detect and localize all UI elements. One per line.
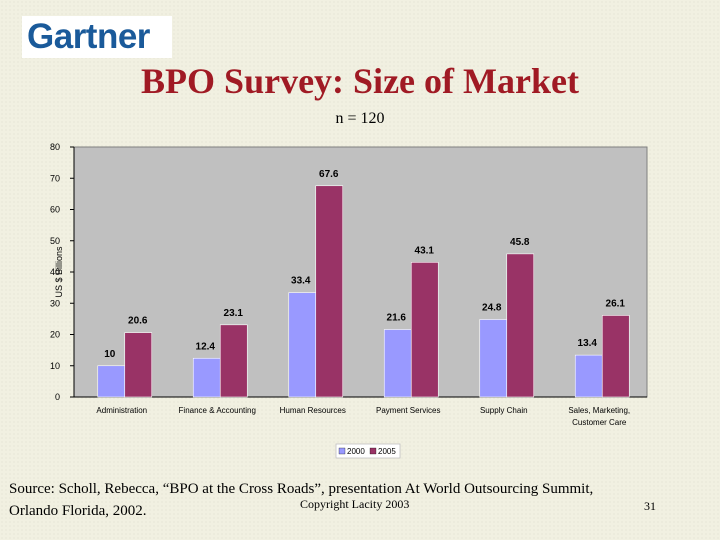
y-tick-label: 60: [50, 205, 60, 215]
bar-2005-2: [315, 185, 344, 398]
bar-2005-5: [601, 315, 630, 398]
bar-2000-1: [192, 357, 221, 398]
y-tick-label: 70: [50, 173, 60, 183]
legend-label: 2005: [378, 447, 396, 456]
x-tick-label: Supply Chain: [480, 406, 528, 415]
legend-swatch-2000: [338, 447, 346, 455]
y-tick-label: 50: [50, 236, 60, 246]
source-line-1: Source: Scholl, Rebecca, “BPO at the Cro…: [9, 481, 594, 497]
y-tick-label: 40: [50, 267, 60, 277]
sample-size-label: n = 120: [335, 110, 385, 127]
data-label: 24.8: [482, 303, 502, 314]
source-line-2: Orlando Florida, 2002.: [9, 503, 147, 519]
legend-swatch-2005: [369, 447, 377, 455]
legend-label: 2000: [347, 447, 365, 456]
plot-area: [73, 146, 648, 398]
data-label: 20.6: [128, 316, 148, 327]
x-tick-label: Customer Care: [572, 418, 627, 427]
y-tick-label: 80: [50, 142, 60, 152]
bar-2005-1: [219, 324, 248, 398]
bar-2005-4: [506, 253, 535, 398]
data-label: 21.6: [387, 313, 407, 324]
data-label: 33.4: [291, 276, 311, 287]
data-label: 23.1: [224, 308, 244, 319]
data-label: 45.8: [510, 237, 530, 248]
x-tick-label: Human Resources: [280, 406, 346, 415]
page-number: 31: [644, 499, 656, 513]
bar-2000-3: [383, 329, 412, 398]
y-tick-label: 10: [50, 361, 60, 371]
data-label: 67.6: [319, 169, 339, 180]
bar-2005-0: [124, 332, 153, 398]
slide-title: BPO Survey: Size of Market: [141, 61, 579, 101]
bar-2000-4: [479, 319, 508, 398]
y-tick-label: 20: [50, 330, 60, 340]
data-label: 10: [104, 349, 116, 360]
data-label: 26.1: [606, 298, 626, 309]
data-label: 43.1: [415, 245, 435, 256]
logo-text: Gartner: [27, 17, 150, 56]
x-tick-label: Payment Services: [376, 406, 440, 415]
x-tick-label: Sales, Marketing,: [568, 406, 630, 415]
bar-2000-0: [97, 365, 126, 398]
bar-2000-5: [574, 354, 603, 398]
y-tick-label: 30: [50, 298, 60, 308]
y-axis-title: US $ Billions: [54, 246, 64, 298]
source-citation: Source: Scholl, Rebecca, “BPO at the Cro…: [9, 478, 689, 522]
x-tick-label: Finance & Accounting: [179, 406, 256, 415]
data-label: 12.4: [196, 341, 216, 352]
bar-2000-2: [288, 292, 317, 398]
x-tick-label: Administration: [96, 406, 147, 415]
copyright-notice: Copyright Lacity 2003: [300, 497, 410, 511]
data-label: 13.4: [578, 338, 598, 349]
y-tick-label: 0: [55, 392, 60, 402]
gartner-logo: Gartner: [22, 16, 172, 58]
legend-box: [335, 443, 401, 459]
bar-2005-3: [410, 262, 439, 398]
